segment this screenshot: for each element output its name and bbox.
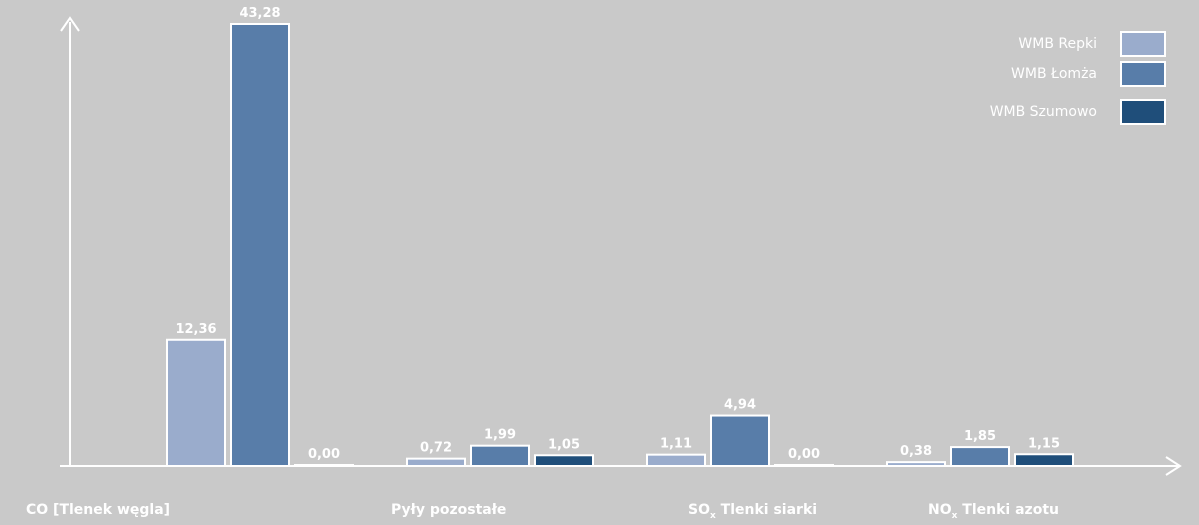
legend-swatch-1 [1120,61,1166,87]
category-label-0: CO [Tlenek węgla] [26,502,170,518]
bar-2-0 [646,453,706,468]
legend-label-0: WMB Repki [1018,36,1097,52]
value-label-3-0: 0,38 [900,444,932,459]
bar-0-0 [166,338,226,467]
value-label-2-0: 1,11 [660,437,692,452]
value-label-1-1: 1,99 [484,428,516,443]
value-labels-layer: 12,36 43,28 0,00 0,72 1,99 1,05 1,11 4,94 0,00 0,… [175,6,1060,462]
bar-2-1 [710,414,770,467]
legend-label-2: WMB Szumowo [990,104,1097,120]
bar-3-2 [1014,453,1074,468]
legend-swatch-2 [1120,99,1166,125]
bar-0-1 [230,23,290,467]
bar-1-1 [470,444,530,468]
value-label-1-2: 1,05 [548,437,580,452]
value-label-2-2: 0,00 [788,447,820,462]
x-axis-arrow [1165,456,1182,476]
legend: WMB Repki WMB Łomża WMB Szumowo [990,31,1166,125]
legend-label-1: WMB Łomża [1011,66,1097,82]
legend-swatch-0 [1120,31,1166,57]
value-label-1-0: 0,72 [420,441,452,456]
bar-3-1 [950,446,1010,468]
value-label-3-2: 1,15 [1028,436,1060,451]
value-label-0-1: 43,28 [239,6,280,21]
value-label-0-2: 0,00 [308,447,340,462]
y-axis-arrow [60,16,80,32]
bar-1-2 [534,454,594,467]
category-label-1: Pyły pozostałe [391,502,506,518]
category-label-3: NOx Tlenki azotu [928,502,1059,521]
value-label-0-0: 12,36 [175,322,216,337]
axes-layer [60,16,1182,476]
value-label-3-1: 1,85 [964,429,996,444]
category-label-2: SOx Tlenki siarki [688,502,817,521]
value-label-2-1: 4,94 [724,398,756,413]
bar-1-0 [406,457,466,467]
bars-layer [166,23,1074,468]
category-labels-layer: CO [Tlenek węgla] Pyły pozostałe SOx Tlenk… [26,502,1059,521]
